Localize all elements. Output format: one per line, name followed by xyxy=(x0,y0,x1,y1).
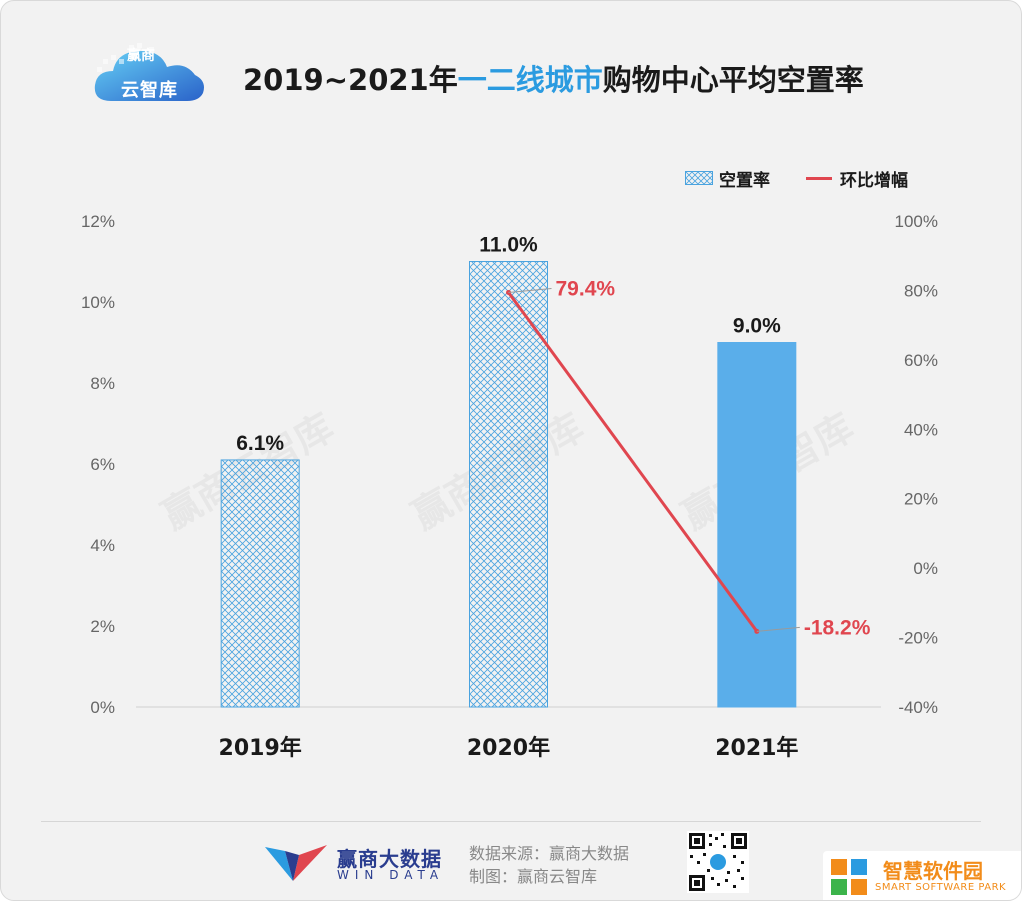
cloud-logo-icon xyxy=(94,43,204,101)
line-label-leader xyxy=(756,626,800,632)
right-axis-tick-label: 80% xyxy=(904,281,938,300)
left-axis-tick-label: 6% xyxy=(90,455,115,474)
bar xyxy=(220,459,300,708)
bar-value-label: 6.1% xyxy=(236,432,284,455)
chart-title: 2019~2021年一二线城市购物中心平均空置率 xyxy=(243,57,864,99)
corner-subtitle: SMART SOFTWARE PARK xyxy=(875,882,1007,893)
left-axis-tick-label: 8% xyxy=(90,374,115,393)
right-axis-tick-label: -40% xyxy=(898,698,938,717)
bar-value-label: 11.0% xyxy=(479,234,538,257)
puzzle-logo-icon xyxy=(831,859,867,895)
title-suffix: 购物中心平均空置率 xyxy=(602,63,864,97)
maker-line: 制图：赢商云智库 xyxy=(469,867,598,886)
line-value-label: -18.2% xyxy=(804,616,871,639)
corner-title: 智慧软件园 xyxy=(883,859,983,883)
footer-brand: 赢商大数据 xyxy=(337,847,442,871)
x-axis-category-label: 2021年 xyxy=(715,735,798,761)
logo-text-bottom: 云智库 xyxy=(121,80,178,101)
right-axis-tick-label: 40% xyxy=(904,420,938,439)
right-axis-tick-label: 60% xyxy=(904,351,938,370)
right-axis-tick-label: 20% xyxy=(904,490,938,509)
right-axis-tick-label: 0% xyxy=(913,559,938,578)
win-data-logo-icon xyxy=(265,845,327,881)
line-segment xyxy=(507,291,759,633)
legend-bar-swatch xyxy=(685,171,713,185)
chart-plot: 0% 2% 4% 6% 8% 10% 12% -40% -20% 0% 20% 40% 60% 80% 1… xyxy=(81,212,938,761)
bar xyxy=(717,342,797,708)
left-axis-tick-label: 2% xyxy=(90,617,115,636)
left-axis-tick-label: 0% xyxy=(90,698,115,717)
footer-source: 数据来源：赢商大数据 制图：赢商云智库 xyxy=(469,842,629,888)
footer-brand-en: WIN DATA xyxy=(337,868,445,882)
right-axis-tick-label: 100% xyxy=(895,212,938,231)
source-line: 数据来源：赢商大数据 xyxy=(469,844,630,863)
qr-code-icon xyxy=(687,831,749,893)
x-axis-category-label: 2020年 xyxy=(467,735,550,761)
title-prefix: 2019~2021年 xyxy=(243,63,458,97)
line-label-leader xyxy=(508,288,552,294)
bar xyxy=(469,261,548,708)
corner-watermark: 智慧软件园 SMART SOFTWARE PARK xyxy=(823,851,1021,900)
x-axis-category-label: 2019年 xyxy=(219,735,302,761)
right-axis-tick-label: -20% xyxy=(898,629,938,648)
chart-legend: 空置率 环比增幅 xyxy=(685,165,908,191)
legend-line-label: 环比增幅 xyxy=(840,170,908,191)
legend-line-swatch xyxy=(806,176,832,180)
left-axis-tick-label: 12% xyxy=(81,212,115,231)
line-value-label: 79.4% xyxy=(556,278,616,301)
title-highlight: 一二线城市 xyxy=(457,63,603,97)
legend-bar-label: 空置率 xyxy=(719,170,770,191)
bar-value-label: 9.0% xyxy=(733,315,781,338)
left-axis-tick-label: 4% xyxy=(90,536,115,555)
logo-text-top: 赢商 xyxy=(127,48,155,64)
left-axis-tick-label: 10% xyxy=(81,293,115,312)
footer-divider xyxy=(41,821,981,822)
